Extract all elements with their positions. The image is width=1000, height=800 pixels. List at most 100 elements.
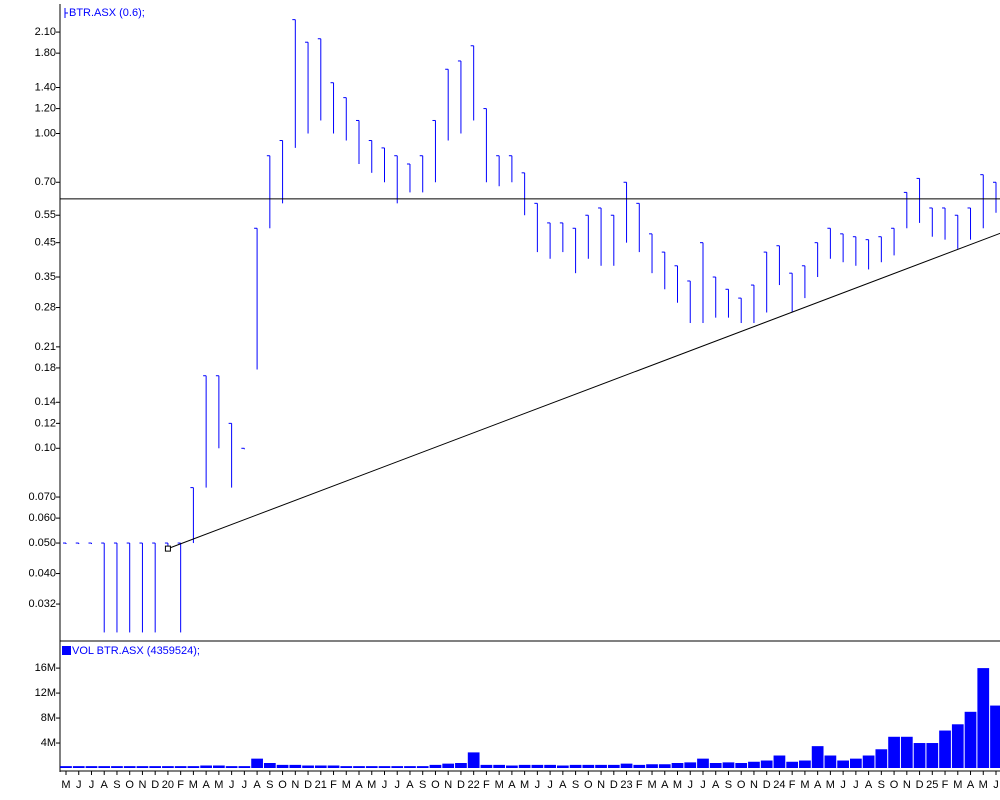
volume-bar <box>582 764 595 768</box>
volume-bar <box>429 764 442 768</box>
x-tick-label: M <box>647 779 656 791</box>
x-tick-label: 21 <box>315 779 327 791</box>
volume-bar <box>85 766 98 768</box>
x-tick-label: A <box>355 779 363 791</box>
x-tick-label: M <box>61 779 70 791</box>
volume-bar <box>111 766 123 768</box>
x-tick-label: A <box>202 779 210 791</box>
x-tick-label: M <box>826 779 835 791</box>
volume-bar <box>174 766 187 768</box>
y-tick-label: 0.050 <box>28 537 56 549</box>
volume-bar <box>289 764 302 768</box>
x-tick-label: A <box>101 779 109 791</box>
volume-y-tick-label: 8M <box>41 712 56 724</box>
volume-bar <box>849 758 862 768</box>
volume-y-tick-label: 16M <box>35 662 56 674</box>
volume-bar <box>760 760 773 768</box>
volume-bar <box>327 765 340 768</box>
y-tick-label: 0.18 <box>35 362 56 374</box>
volume-bar <box>811 746 824 768</box>
volume-bar <box>276 764 289 768</box>
x-tick-label: O <box>890 779 899 791</box>
volume-bar <box>187 766 200 768</box>
x-tick-label: 20 <box>162 779 174 791</box>
volume-bar <box>735 763 748 768</box>
volume-bar <box>506 765 518 768</box>
volume-bar <box>302 765 314 768</box>
trendline-handle <box>164 545 171 552</box>
volume-bar <box>684 762 697 768</box>
volume-bar <box>480 764 493 768</box>
volume-bar <box>238 766 251 768</box>
x-tick-label: N <box>750 779 758 791</box>
volume-legend: VOL BTR.ASX (4359524); <box>72 645 200 657</box>
x-tick-label: M <box>214 779 223 791</box>
volume-bar <box>531 764 544 768</box>
legend-glyph <box>64 8 68 18</box>
volume-bar <box>391 766 404 768</box>
y-tick-label: 0.21 <box>35 341 56 353</box>
volume-bar <box>799 760 811 768</box>
x-tick-label: S <box>878 779 885 791</box>
x-tick-label: D <box>763 779 771 791</box>
x-tick-label: 23 <box>620 779 632 791</box>
volume-y-tick-label: 12M <box>35 687 56 699</box>
y-tick-label: 1.80 <box>35 47 56 59</box>
volume-bar <box>556 765 569 768</box>
volume-bar <box>98 766 111 768</box>
y-tick-label: 2.10 <box>35 26 56 38</box>
volume-bar <box>378 766 391 768</box>
x-tick-label: J <box>229 779 235 791</box>
x-tick-label: F <box>330 779 337 791</box>
y-tick-label: 0.032 <box>28 598 56 610</box>
x-tick-label: M <box>495 779 504 791</box>
x-tick-label: A <box>712 779 720 791</box>
trendline <box>167 232 1000 550</box>
x-tick-label: S <box>113 779 120 791</box>
volume-bar <box>404 766 416 768</box>
x-tick-label: A <box>508 779 516 791</box>
x-tick-label: A <box>661 779 669 791</box>
x-tick-label: N <box>138 779 146 791</box>
y-tick-label: 0.12 <box>35 417 56 429</box>
x-tick-label: J <box>89 779 95 791</box>
y-tick-label: 0.45 <box>35 237 56 249</box>
x-tick-label: A <box>559 779 567 791</box>
x-tick-label: O <box>278 779 287 791</box>
x-tick-label: M <box>520 779 529 791</box>
x-tick-label: D <box>457 779 465 791</box>
x-tick-label: J <box>242 779 248 791</box>
volume-bar <box>225 766 238 768</box>
volume-bar <box>773 755 786 768</box>
x-tick-label: M <box>342 779 351 791</box>
volume-bar <box>136 766 149 768</box>
volume-bar <box>595 764 607 768</box>
volume-bar <box>875 749 888 768</box>
x-tick-label: J <box>535 779 541 791</box>
x-tick-label: F <box>483 779 490 791</box>
volume-bar <box>888 736 900 768</box>
volume-bar <box>977 668 990 768</box>
x-tick-label: J <box>853 779 859 791</box>
x-tick-label: A <box>406 779 414 791</box>
x-tick-label: M <box>673 779 682 791</box>
x-tick-label: M <box>953 779 962 791</box>
x-tick-label: O <box>125 779 134 791</box>
volume-bar <box>633 764 646 768</box>
volume-bar <box>913 743 926 768</box>
volume-bar <box>748 761 760 768</box>
x-tick-label: O <box>584 779 593 791</box>
x-tick-label: J <box>687 779 693 791</box>
y-tick-label: 0.35 <box>35 271 56 283</box>
volume-bar <box>824 755 837 768</box>
x-tick-label: M <box>367 779 376 791</box>
volume-bar <box>837 760 849 768</box>
x-tick-label: F <box>789 779 796 791</box>
y-tick-label: 0.070 <box>28 491 56 503</box>
y-tick-label: 0.70 <box>35 176 56 188</box>
volume-bar <box>340 766 353 768</box>
volume-bar <box>416 766 429 768</box>
volume-bar <box>467 752 480 768</box>
